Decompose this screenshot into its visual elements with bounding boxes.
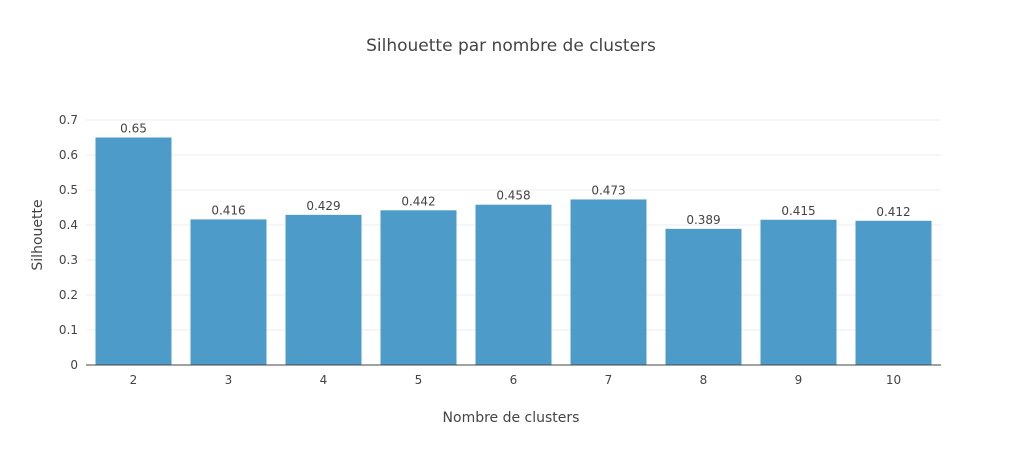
data-label: 0.458	[496, 189, 530, 203]
x-tick-label: 6	[510, 373, 518, 387]
x-axis-title: Nombre de clusters	[443, 410, 580, 426]
data-label: 0.416	[211, 203, 245, 217]
chart-title: Silhouette par nombre de clusters	[366, 36, 656, 56]
y-tick-label: 0	[70, 358, 78, 372]
y-axis-title: Silhouette	[30, 199, 46, 270]
y-tick-label: 0.1	[59, 323, 78, 337]
bar-10	[855, 220, 932, 365]
bar-7	[570, 199, 647, 365]
data-labels: 0.65 0.416 0.429 0.442 0.458 0.473 0.389 0.415 0…	[120, 122, 911, 227]
data-label: 0.65	[120, 122, 147, 136]
x-tick-label: 4	[320, 373, 328, 387]
bar-6	[475, 204, 552, 365]
data-label: 0.429	[306, 199, 340, 213]
x-tick-label: 9	[795, 373, 803, 387]
bar-2	[95, 137, 172, 365]
bar-3	[190, 219, 267, 365]
x-tick-label: 2	[130, 373, 138, 387]
data-label: 0.473	[591, 183, 625, 197]
y-tick-label: 0.4	[59, 218, 78, 232]
data-label: 0.415	[781, 204, 815, 218]
bar-4	[285, 214, 362, 365]
y-tick-label: 0.3	[59, 253, 78, 267]
bar-9	[760, 219, 837, 365]
bars	[95, 137, 932, 365]
bar-5	[380, 210, 457, 365]
y-tick-label: 0.6	[59, 148, 78, 162]
x-tick-label: 8	[700, 373, 708, 387]
x-tick-label: 7	[605, 373, 613, 387]
y-axis-ticks: 0 0.1 0.2 0.3 0.4 0.5 0.6 0.7	[59, 113, 78, 372]
x-axis-ticks: 2 3 4 5 6 7 8 9 10	[130, 373, 901, 387]
data-label: 0.442	[401, 194, 435, 208]
y-tick-label: 0.2	[59, 288, 78, 302]
bar-8	[665, 228, 742, 365]
x-tick-label: 10	[886, 373, 901, 387]
x-tick-label: 5	[415, 373, 423, 387]
x-tick-label: 3	[225, 373, 233, 387]
y-tick-label: 0.5	[59, 183, 78, 197]
data-label: 0.389	[686, 213, 720, 227]
y-tick-label: 0.7	[59, 113, 78, 127]
data-label: 0.412	[876, 205, 910, 219]
